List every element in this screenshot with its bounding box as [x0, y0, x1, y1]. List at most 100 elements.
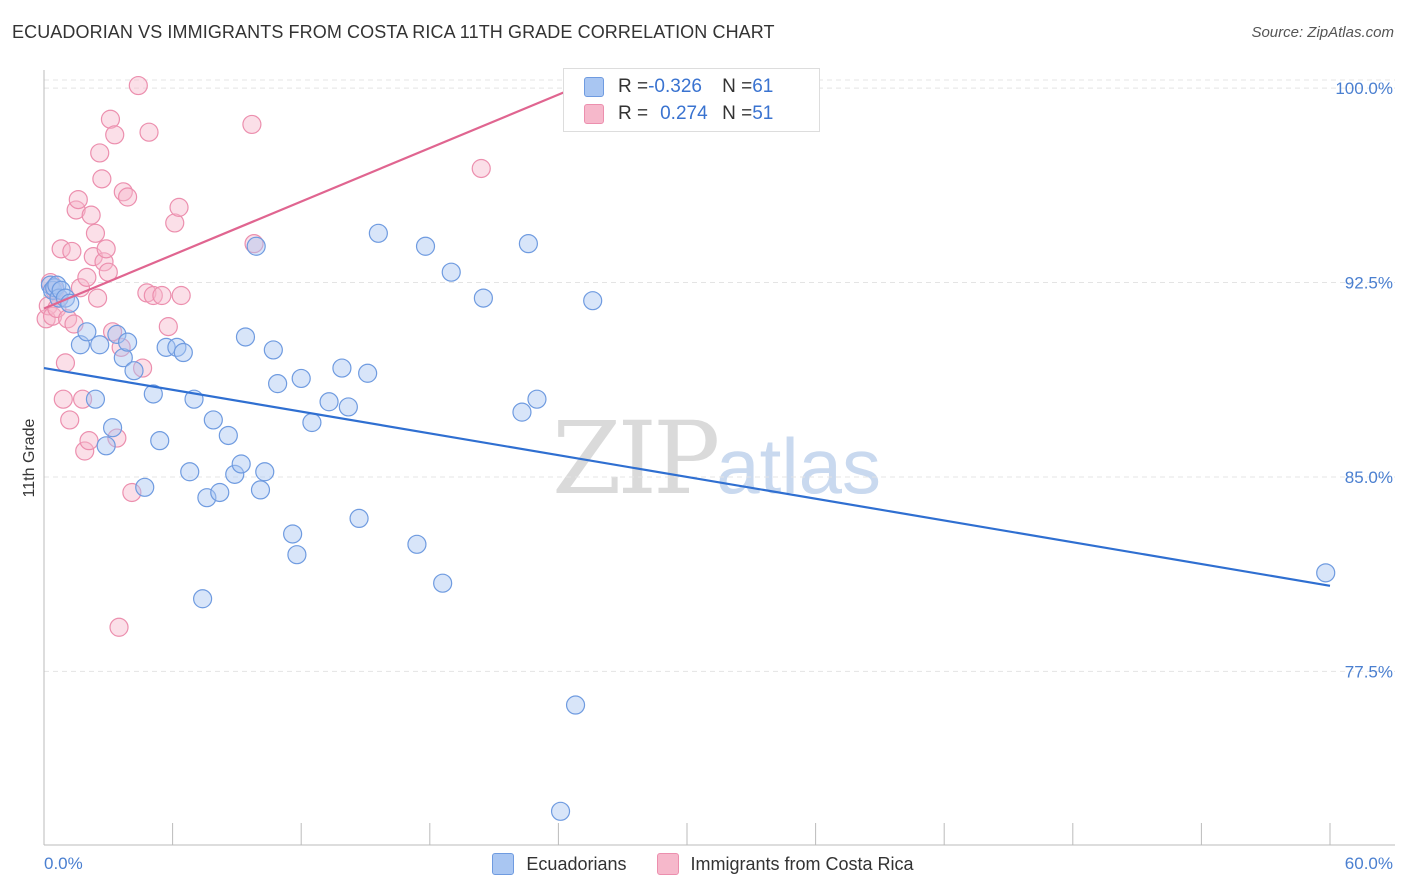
point-ecuadorian — [85, 389, 106, 409]
point-ecuadorian — [135, 477, 155, 497]
legend-label-ecuadorians: Ecuadorians — [526, 853, 627, 874]
y-tick-label: 77.5% — [1345, 662, 1393, 681]
point-ecuadorian — [124, 361, 144, 381]
grid-lines — [44, 79, 1395, 672]
point-costa-rica — [60, 410, 80, 430]
x-tick-label: 0.0% — [44, 854, 83, 873]
point-ecuadorian — [338, 397, 358, 417]
point-ecuadorian — [332, 358, 352, 378]
legend-row-ecuadorians: R = -0.326 N = 61 — [584, 75, 773, 99]
point-ecuadorian — [368, 223, 388, 243]
legend-n-value: 61 — [752, 76, 774, 97]
point-costa-rica — [109, 617, 129, 637]
y-axis-label: 11th Grade — [21, 418, 38, 497]
series-legend: Ecuadorians Immigrants from Costa Rica — [0, 852, 1406, 876]
point-costa-rica — [122, 482, 142, 503]
point-costa-rica — [53, 389, 73, 409]
point-ecuadorian — [225, 464, 245, 484]
point-ecuadorian — [117, 332, 138, 352]
point-ecuadorian — [433, 573, 453, 593]
point-ecuadorian — [550, 801, 571, 821]
axes — [43, 70, 1395, 846]
point-ecuadorian — [113, 348, 133, 368]
series-costa-rica-points — [36, 75, 491, 637]
source-credit: Source: ZipAtlas.com — [1251, 24, 1394, 41]
point-ecuadorian — [415, 236, 436, 256]
point-costa-rica — [139, 122, 159, 142]
legend-item-costa-rica: Immigrants from Costa Rica — [656, 852, 914, 876]
point-ecuadorian — [268, 374, 288, 394]
point-ecuadorian — [150, 431, 170, 451]
point-costa-rica — [62, 241, 82, 262]
point-costa-rica — [55, 353, 76, 373]
legend-r-label: R = — [618, 103, 649, 124]
point-ecuadorian — [291, 368, 311, 389]
point-costa-rica — [79, 431, 99, 451]
legend-n-label: N = — [722, 76, 753, 97]
point-ecuadorian — [527, 389, 547, 409]
point-ecuadorian — [77, 322, 97, 342]
point-ecuadorian — [565, 695, 586, 715]
point-ecuadorian — [231, 454, 251, 474]
legend-swatch-pink — [584, 104, 604, 124]
point-ecuadorian — [96, 436, 116, 456]
point-ecuadorian — [1316, 563, 1336, 583]
y-tick-label: 85.0% — [1345, 468, 1393, 487]
point-costa-rica — [242, 114, 262, 135]
point-ecuadorian — [197, 488, 217, 508]
x-tick-label: 60.0% — [1345, 854, 1393, 873]
point-ecuadorian — [167, 337, 187, 357]
legend-row-costa-rica: R = 0.274 N = 51 — [584, 102, 773, 126]
point-costa-rica — [165, 213, 185, 233]
point-ecuadorian — [193, 589, 213, 609]
point-ecuadorian — [156, 337, 176, 357]
point-ecuadorian — [512, 402, 532, 422]
trend-line-costa-rica — [43, 79, 594, 310]
legend-r-label: R = — [618, 76, 649, 97]
point-costa-rica — [77, 267, 97, 287]
point-ecuadorian — [349, 508, 369, 529]
point-ecuadorian — [473, 288, 493, 308]
point-ecuadorian — [407, 534, 427, 554]
point-costa-rica — [117, 187, 138, 207]
legend-swatch-blue — [584, 77, 604, 97]
point-costa-rica — [471, 158, 491, 179]
point-ecuadorian — [287, 545, 307, 565]
point-costa-rica — [107, 428, 127, 448]
point-ecuadorian — [246, 236, 266, 256]
point-ecuadorian — [583, 291, 603, 311]
point-costa-rica — [158, 317, 178, 337]
point-ecuadorian — [210, 482, 230, 503]
chart-title: ECUADORIAN VS IMMIGRANTS FROM COSTA RICA… — [12, 22, 775, 42]
legend-n-label: N = — [722, 103, 753, 124]
point-costa-rica — [152, 285, 172, 306]
point-ecuadorian — [218, 425, 238, 446]
legend-label-costa-rica: Immigrants from Costa Rica — [690, 853, 914, 874]
point-costa-rica — [169, 197, 189, 217]
point-ecuadorian — [235, 327, 256, 347]
point-ecuadorian — [358, 363, 378, 383]
y-tick-label: 92.5% — [1345, 274, 1393, 293]
point-costa-rica — [68, 189, 88, 210]
axis-labels: 77.5% 85.0% 92.5% 100.0% 0.0% 60.0% 11th Grade — [21, 79, 1393, 873]
point-ecuadorian — [255, 462, 275, 482]
legend-r-value: -0.326 — [648, 76, 702, 97]
point-costa-rica — [85, 223, 106, 243]
point-ecuadorian — [441, 262, 461, 282]
point-costa-rica — [57, 309, 78, 329]
point-costa-rica — [75, 441, 95, 461]
point-ecuadorian — [250, 480, 271, 500]
point-ecuadorian — [263, 340, 283, 360]
legend-swatch-blue — [492, 853, 515, 875]
y-tick-label: 100.0% — [1335, 79, 1393, 98]
point-ecuadorian — [283, 524, 303, 544]
point-ecuadorian — [319, 392, 339, 412]
point-ecuadorian — [203, 410, 223, 430]
point-costa-rica — [87, 288, 108, 308]
point-costa-rica — [96, 239, 116, 259]
point-costa-rica — [100, 109, 121, 129]
point-ecuadorian — [518, 234, 538, 254]
point-costa-rica — [81, 205, 101, 225]
legend-item-ecuadorians: Ecuadorians — [492, 852, 627, 876]
